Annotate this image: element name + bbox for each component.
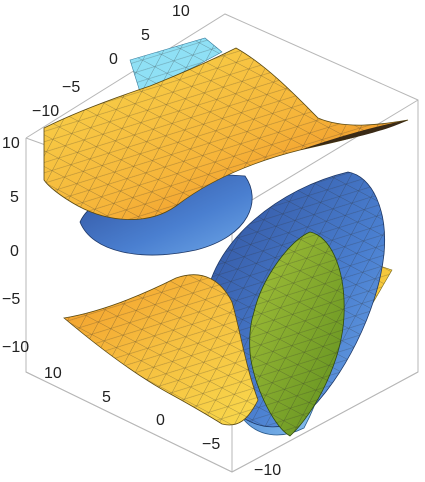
lower-saddle-mesh	[64, 274, 258, 425]
upper-saddle-dark-edge	[300, 120, 408, 150]
clipped-plane-top-mesh	[130, 38, 222, 92]
top-tick-0: 0	[109, 51, 118, 68]
top-tick-10: 10	[172, 3, 190, 20]
top-axis-ticks: 10 5 0 −5 −10	[32, 3, 190, 120]
left-axis-ticks: 10 5 0 −5 −10	[2, 135, 29, 356]
left-tick-0: 0	[10, 243, 19, 260]
top-tick-5: 5	[141, 27, 150, 44]
left-tick-neg5: −5	[2, 291, 20, 308]
bottom-tick-0: 0	[156, 412, 165, 429]
bounding-box-front	[25, 371, 419, 473]
bottom-tick-10: 10	[44, 365, 62, 382]
box-edge-bottom-right	[231, 371, 419, 473]
upper-saddle-mesh	[44, 48, 408, 220]
top-tick-neg5: −5	[62, 79, 80, 96]
bottom-axis-ticks: 10 5 0 −5 −10	[44, 365, 281, 479]
top-tick-neg10: −10	[32, 103, 59, 120]
inner-green-mesh	[249, 232, 345, 436]
left-tick-10: 10	[2, 135, 20, 152]
bottom-tick-neg10: −10	[254, 462, 281, 479]
box-edge-top-right	[231, 99, 419, 213]
bottom-tick-5: 5	[102, 389, 111, 406]
left-tick-5: 5	[10, 189, 19, 206]
bottom-tick-neg5: −5	[202, 436, 220, 453]
left-tick-neg10: −10	[2, 339, 29, 356]
box-edge-bottom-left	[25, 371, 233, 473]
